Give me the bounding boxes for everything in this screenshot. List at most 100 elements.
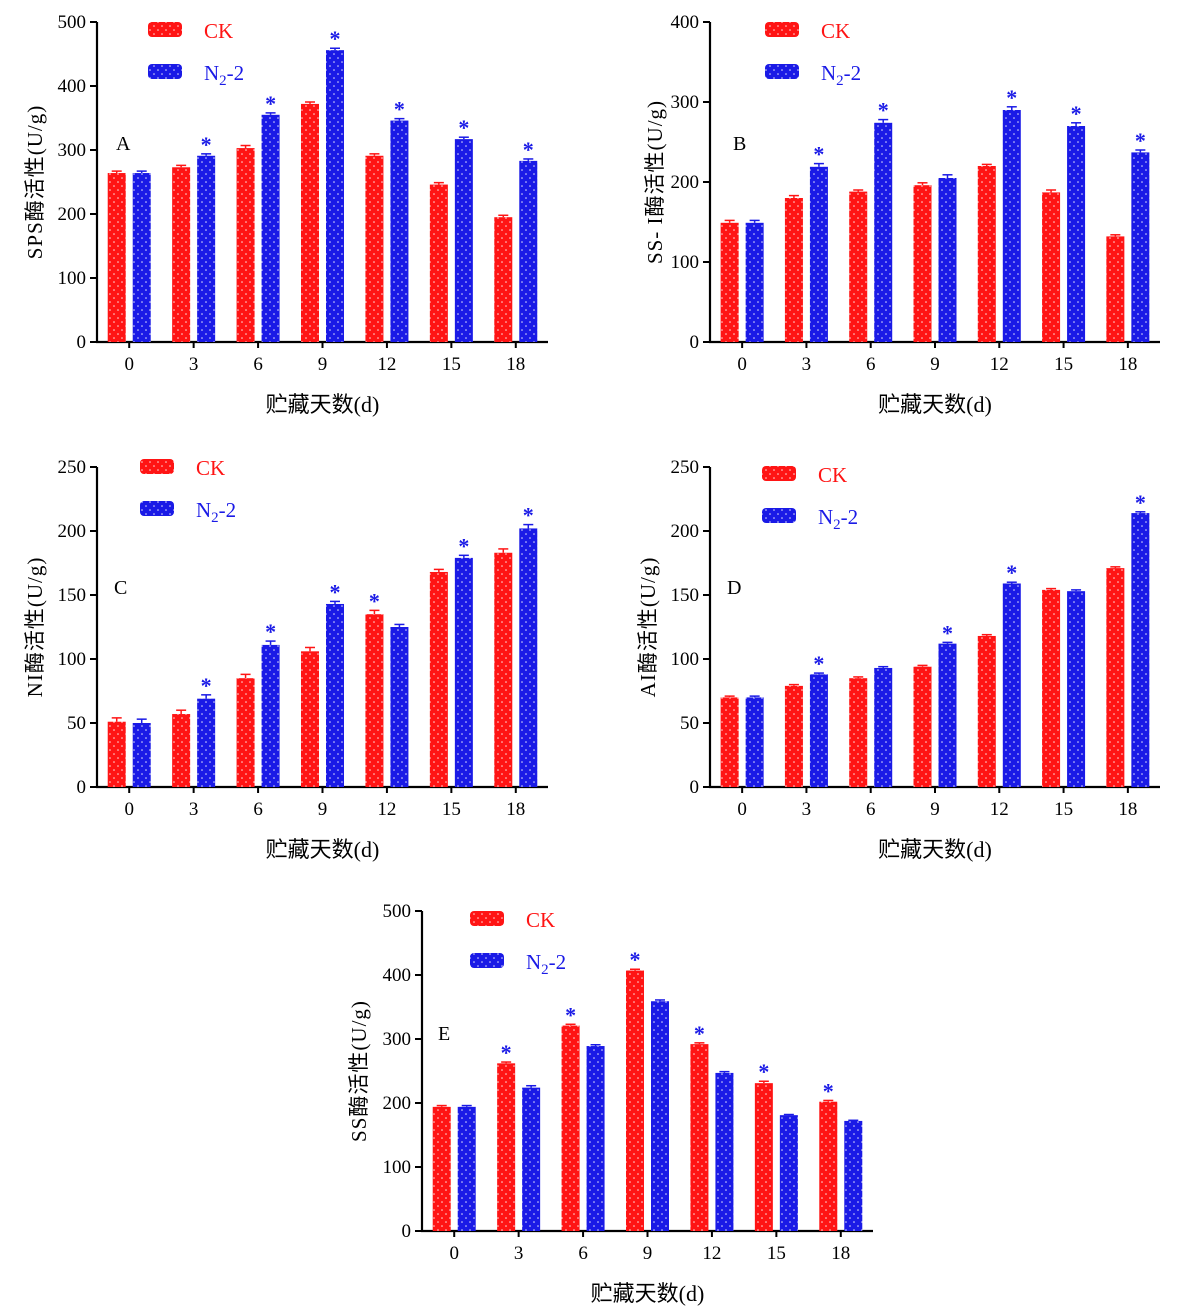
- legend-label-n2: N2-2: [204, 61, 244, 89]
- bar-ck: [977, 166, 996, 342]
- bar-ck: [626, 970, 644, 1231]
- bar-n2: [586, 1046, 605, 1231]
- bar-ck: [849, 678, 868, 787]
- y-tick-label: 250: [58, 457, 87, 478]
- y-tick-label: 300: [58, 140, 87, 161]
- y-tick-label: 150: [671, 585, 700, 606]
- panel-a: 0 100 200 300 400 500 0 3 * 6 * 9 * 12 * 15 * 18 * A SPS酶活性(…: [23, 12, 548, 417]
- bar-ck: [1042, 192, 1061, 342]
- y-tick-label: 300: [671, 92, 700, 113]
- bar-n2: [261, 114, 280, 342]
- y-axis-label: AI酶活性(U/g): [636, 557, 660, 698]
- legend: CK N2-2: [148, 19, 244, 89]
- y-tick-label: 100: [58, 268, 87, 289]
- x-tick-label: 3: [189, 354, 199, 375]
- bar-ck: [977, 635, 996, 787]
- bar-n2: [1002, 583, 1021, 787]
- significance-star: *: [330, 26, 341, 51]
- bar-ck: [365, 155, 384, 342]
- bar-n2: [390, 120, 409, 342]
- significance-star: *: [201, 673, 212, 698]
- x-tick-label: 15: [1054, 354, 1073, 375]
- x-tick-label: 0: [737, 354, 747, 375]
- x-tick-label: 6: [253, 354, 263, 375]
- significance-star: *: [758, 1059, 769, 1084]
- x-tick-label: 6: [253, 799, 263, 820]
- x-axis-label: 贮藏天数(d): [878, 392, 992, 417]
- y-axis-label: NI酶活性(U/g): [23, 557, 47, 698]
- legend-label-ck: CK: [204, 19, 233, 43]
- y-tick-label: 400: [671, 12, 700, 33]
- bar-ck: [1106, 568, 1125, 787]
- significance-star: *: [458, 533, 469, 558]
- bar-ck: [497, 1063, 516, 1231]
- legend: CK N2-2: [762, 463, 858, 533]
- significance-star: *: [501, 1040, 512, 1065]
- y-tick-label: 200: [671, 172, 700, 193]
- bar-n2: [1002, 110, 1021, 342]
- bar-ck: [494, 217, 513, 342]
- x-tick-label: 9: [930, 799, 940, 820]
- x-tick-label: 9: [643, 1243, 653, 1264]
- y-tick-label: 500: [383, 901, 412, 922]
- x-tick-label: 0: [449, 1243, 459, 1264]
- bar-ck: [784, 198, 803, 342]
- significance-star: *: [813, 142, 824, 167]
- bar-n2: [132, 173, 151, 342]
- bar-ck: [301, 651, 319, 787]
- x-tick-label: 15: [1054, 799, 1073, 820]
- bar-n2: [844, 1120, 863, 1231]
- x-tick-label: 12: [990, 354, 1009, 375]
- bar-n2: [874, 667, 893, 787]
- bar-n2: [1067, 591, 1086, 787]
- bar-ck: [365, 614, 384, 787]
- bar-ck: [429, 571, 448, 787]
- legend-label-n2: N2-2: [526, 950, 566, 978]
- bar-n2: [651, 1001, 669, 1231]
- bar-n2: [809, 166, 828, 342]
- significance-star: *: [201, 132, 212, 157]
- significance-star: *: [369, 588, 380, 613]
- bar-ck: [819, 1101, 838, 1231]
- x-tick-label: 6: [866, 799, 876, 820]
- y-axis-label: SPS酶活性(U/g): [23, 105, 47, 260]
- bar-ck: [720, 697, 739, 787]
- panel-d: 0 50 100 150 200 250 0 3 * 6 9 * 12 * 15 18 * D AI酶活性(U/g)…: [636, 457, 1160, 862]
- x-tick-label: 15: [442, 799, 461, 820]
- x-tick-label: 3: [189, 799, 199, 820]
- significance-star: *: [823, 1078, 834, 1103]
- bar-ck: [849, 191, 868, 342]
- bar-ck: [1042, 589, 1061, 787]
- legend: CK N2-2: [765, 19, 861, 89]
- panel-letter: A: [116, 133, 131, 155]
- bar-n2: [1131, 152, 1150, 342]
- x-tick-label: 3: [514, 1243, 524, 1264]
- bar-ck: [107, 173, 126, 342]
- legend: CK N2-2: [470, 908, 566, 978]
- significance-star: *: [1135, 490, 1146, 515]
- x-axis-label: 贮藏天数(d): [266, 392, 380, 417]
- panel-e: 0 100 200 300 400 500 0 3 * 6 * 9 * 12 * 15 * 18 * E SS酶活性(U…: [347, 901, 873, 1306]
- significance-star: *: [523, 137, 534, 162]
- x-tick-label: 15: [767, 1243, 786, 1264]
- legend-label-ck: CK: [196, 456, 225, 480]
- x-axis-label: 贮藏天数(d): [591, 1281, 705, 1306]
- bar-ck: [236, 148, 255, 342]
- bar-ck: [561, 1025, 580, 1231]
- significance-star: *: [265, 619, 276, 644]
- legend-swatch-ck: [765, 22, 799, 37]
- y-tick-label: 50: [680, 713, 699, 734]
- y-tick-label: 50: [67, 713, 86, 734]
- bar-n2: [519, 160, 538, 342]
- y-tick-label: 400: [383, 965, 412, 986]
- y-tick-label: 150: [58, 585, 87, 606]
- bar-ck: [913, 185, 932, 342]
- y-tick-label: 100: [671, 252, 700, 273]
- y-tick-label: 100: [58, 649, 87, 670]
- bar-n2: [326, 603, 344, 787]
- bar-n2: [326, 50, 344, 342]
- panel-b: 0 100 200 300 400 0 3 * 6 * 9 12 * 15 * 18 * B SS- I酶活性(U/…: [643, 12, 1160, 417]
- legend-swatch-ck: [470, 911, 504, 926]
- bar-n2: [454, 557, 473, 787]
- bar-ck: [1106, 236, 1125, 342]
